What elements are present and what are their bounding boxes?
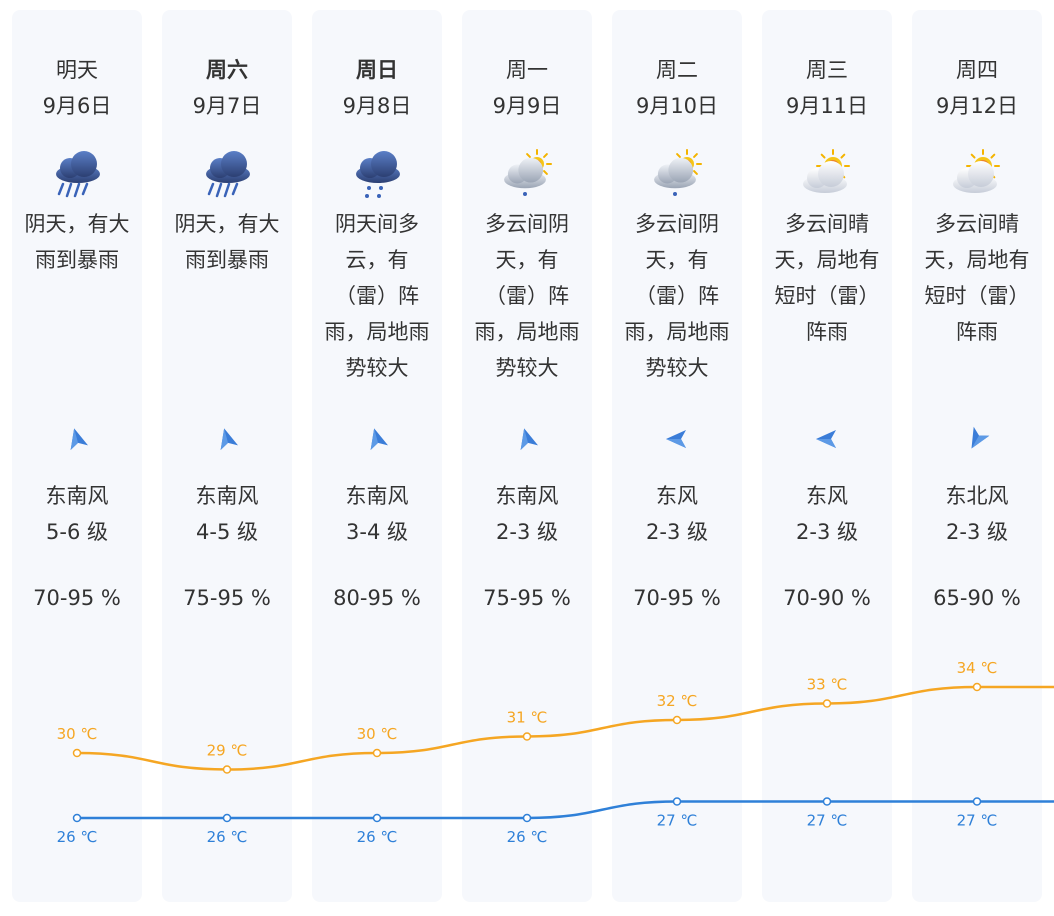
heavy-rain-icon bbox=[56, 151, 100, 198]
day-card: 周四 9月12日 多云间晴天，局地有短时（雷）阵雨 东北风 2-3 级 65-9… bbox=[912, 10, 1042, 902]
wind-level: 3-4 级 bbox=[346, 520, 408, 544]
weather-description: 阴天间多云，有（雷）阵雨，局地雨势较大 bbox=[324, 212, 430, 380]
weather-description: 多云间阴天，有（雷）阵雨，局地雨势较大 bbox=[624, 212, 730, 380]
day-of-week: 周一 bbox=[506, 58, 548, 82]
wind-direction: 东风 bbox=[656, 484, 698, 508]
wind-arrow-icon bbox=[971, 426, 990, 449]
humidity: 70-95 % bbox=[33, 586, 121, 610]
wind-direction: 东风 bbox=[806, 484, 848, 508]
wind-arrow-icon bbox=[70, 428, 89, 451]
partly-cloudy-icon bbox=[803, 149, 850, 193]
day-card: 周六 9月7日 阴天，有大雨到暴雨 东南风 4-5 级 75-95 % bbox=[162, 10, 292, 902]
wind-arrow-icon bbox=[666, 430, 686, 448]
day-of-week: 周三 bbox=[806, 58, 848, 82]
day-card: 周三 9月11日 多云间晴天，局地有短时（雷）阵雨 东风 2-3 级 70-90… bbox=[762, 10, 892, 902]
wind-direction: 东南风 bbox=[495, 484, 559, 508]
heavy-rain-icon bbox=[206, 151, 250, 198]
wind-arrow-icon bbox=[220, 428, 239, 451]
day-date: 9月11日 bbox=[785, 94, 869, 118]
sun-cloud-rain-icon bbox=[654, 149, 702, 196]
day-date: 9月10日 bbox=[635, 94, 719, 118]
wind-level: 2-3 级 bbox=[946, 520, 1008, 544]
wind-level: 2-3 级 bbox=[646, 520, 708, 544]
wind-arrow-icon bbox=[520, 428, 539, 451]
weather-description: 阴天，有大雨到暴雨 bbox=[174, 212, 280, 272]
wind-arrow-icon bbox=[370, 428, 389, 451]
day-date: 9月8日 bbox=[342, 94, 412, 118]
wind-level: 2-3 级 bbox=[496, 520, 558, 544]
day-of-week: 明天 bbox=[56, 58, 98, 82]
weather-description: 多云间阴天，有（雷）阵雨，局地雨势较大 bbox=[474, 212, 580, 380]
day-date: 9月6日 bbox=[42, 94, 112, 118]
wind-level: 2-3 级 bbox=[796, 520, 858, 544]
partly-cloudy-icon bbox=[953, 149, 1000, 193]
humidity: 75-95 % bbox=[483, 586, 571, 610]
humidity: 80-95 % bbox=[333, 586, 421, 610]
day-date: 9月9日 bbox=[492, 94, 562, 118]
shower-icon bbox=[356, 151, 400, 198]
day-card: 周日 9月8日 阴天间多云，有（雷）阵雨，局地雨势较大 东南风 3-4 级 80… bbox=[312, 10, 442, 902]
weather-description: 阴天，有大雨到暴雨 bbox=[24, 212, 130, 272]
wind-direction: 东南风 bbox=[195, 484, 259, 508]
sun-cloud-rain-icon bbox=[504, 149, 552, 196]
humidity: 65-90 % bbox=[933, 586, 1021, 610]
day-of-week: 周日 bbox=[356, 58, 398, 82]
day-of-week: 周二 bbox=[656, 58, 698, 82]
day-date: 9月12日 bbox=[935, 94, 1019, 118]
wind-level: 5-6 级 bbox=[46, 520, 108, 544]
wind-level: 4-5 级 bbox=[196, 520, 258, 544]
day-of-week: 周六 bbox=[206, 58, 248, 82]
wind-direction: 东北风 bbox=[945, 484, 1009, 508]
day-card: 周一 9月9日 多云间阴天，有（雷）阵雨，局地雨势较大 东南风 2-3 级 75… bbox=[462, 10, 592, 902]
weather-description: 多云间晴天，局地有短时（雷）阵雨 bbox=[774, 212, 880, 344]
wind-direction: 东南风 bbox=[345, 484, 409, 508]
weather-description: 多云间晴天，局地有短时（雷）阵雨 bbox=[924, 212, 1030, 344]
day-card: 明天 9月6日 阴天，有大雨到暴雨 东南风 5-6 级 70-95 % bbox=[12, 10, 142, 902]
humidity: 70-90 % bbox=[783, 586, 871, 610]
day-card: 周二 9月10日 多云间阴天，有（雷）阵雨，局地雨势较大 东风 2-3 级 70… bbox=[612, 10, 742, 902]
humidity: 70-95 % bbox=[633, 586, 721, 610]
day-of-week: 周四 bbox=[956, 58, 998, 82]
day-date: 9月7日 bbox=[192, 94, 262, 118]
wind-direction: 东南风 bbox=[45, 484, 109, 508]
wind-arrow-icon bbox=[816, 430, 836, 448]
humidity: 75-95 % bbox=[183, 586, 271, 610]
